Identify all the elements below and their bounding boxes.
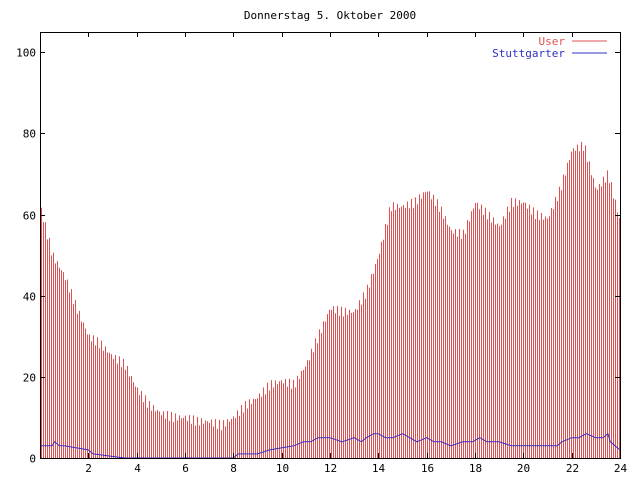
x-tick-label: 8 <box>230 462 237 475</box>
y-tick-label: 40 <box>23 291 36 304</box>
y-tick-label: 80 <box>23 128 36 141</box>
legend-label-stuttgarter: Stuttgarter <box>492 47 565 60</box>
y-tick-label: 60 <box>23 210 36 223</box>
x-tick-label: 6 <box>182 462 189 475</box>
y-tick-label: 100 <box>16 47 36 60</box>
x-tick-label: 20 <box>517 462 530 475</box>
legend-label-user: User <box>539 35 566 48</box>
x-tick-label: 10 <box>276 462 289 475</box>
x-tick-label: 24 <box>614 462 628 475</box>
x-tick-label: 12 <box>324 462 337 475</box>
legend: User Stuttgarter <box>492 35 607 60</box>
chart-title: Donnerstag 5. Oktober 2000 <box>244 9 416 22</box>
y-tick-label: 20 <box>23 372 36 385</box>
x-tick-label: 22 <box>566 462 579 475</box>
y-tick-label: 0 <box>29 453 36 466</box>
series-line-stuttgarter <box>40 432 621 459</box>
x-tick-label: 4 <box>134 462 141 475</box>
x-tick-label: 16 <box>421 462 434 475</box>
x-tick-label: 18 <box>469 462 482 475</box>
x-tick-label: 14 <box>372 462 386 475</box>
x-tick-label: 2 <box>85 462 92 475</box>
